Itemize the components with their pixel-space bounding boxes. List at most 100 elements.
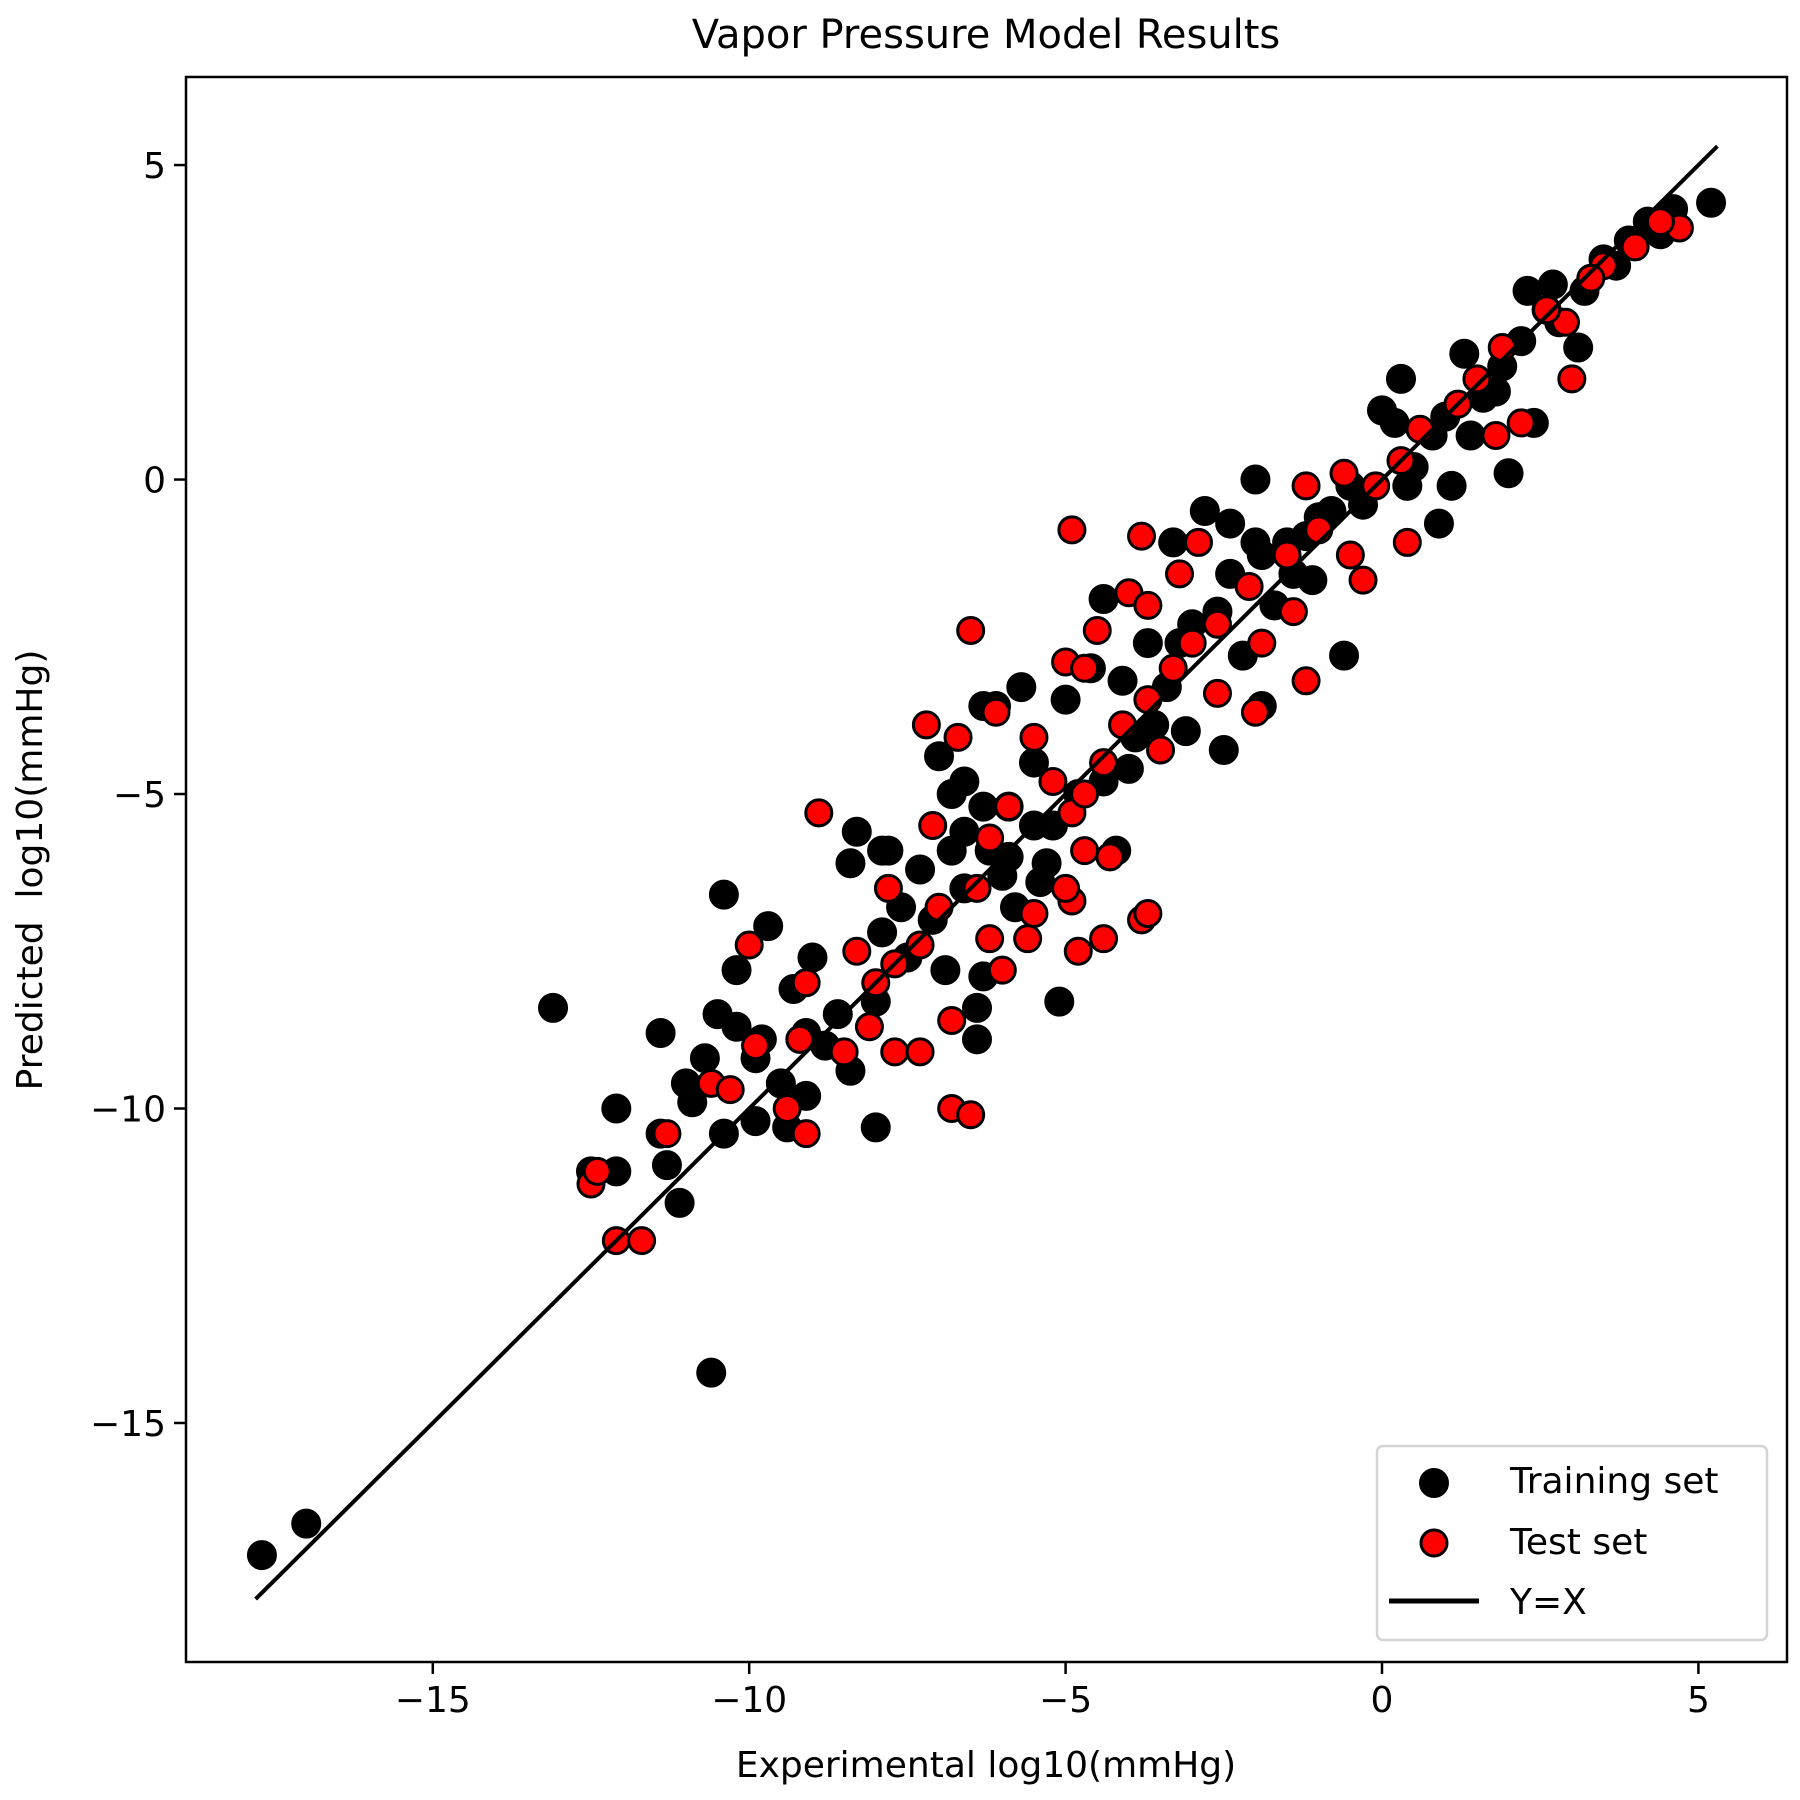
- test-set-point: [1133, 590, 1163, 620]
- test-set-point: [1620, 232, 1650, 262]
- training-set-point: [753, 911, 784, 942]
- test-set-point: [829, 1037, 859, 1067]
- test-set-point: [1272, 540, 1302, 570]
- test-set-point: [1506, 408, 1536, 438]
- legend-frame: [1375, 1444, 1769, 1642]
- training-set-point: [1006, 672, 1037, 703]
- test-set-point: [1247, 628, 1277, 658]
- test-set-point: [1304, 515, 1334, 545]
- training-set-point: [1240, 464, 1271, 495]
- x-axis: −15 −10 −5 0 5: [395, 1662, 1710, 1721]
- training-set-point: [1385, 363, 1416, 394]
- test-set-point: [1532, 295, 1562, 325]
- training-set-point: [1449, 338, 1480, 369]
- training-set-point: [1455, 420, 1486, 451]
- test-set-point: [1133, 685, 1163, 715]
- training-set-point: [1563, 332, 1594, 363]
- test-set-point: [1348, 565, 1378, 595]
- test-set-point: [956, 1100, 986, 1130]
- training-set-point: [930, 955, 961, 986]
- test-set-point: [975, 823, 1005, 853]
- test-set-point: [1202, 609, 1232, 639]
- training-set-point: [797, 942, 828, 973]
- training-set-point: [1113, 753, 1144, 784]
- test-set-point: [854, 1012, 884, 1042]
- test-set-point: [842, 936, 872, 966]
- training-set-point: [949, 766, 980, 797]
- y-axis: −15 −10 −5 0 5: [90, 146, 186, 1445]
- training-set-point: [601, 1093, 632, 1124]
- test-set-point: [918, 810, 948, 840]
- y-tick-label: −15: [90, 1404, 166, 1445]
- test-set-point: [1165, 559, 1195, 589]
- plot-area: [246, 144, 1727, 1601]
- training-set-point: [1436, 470, 1467, 501]
- x-tick-label: −15: [395, 1680, 471, 1721]
- test-set-point: [1038, 766, 1068, 796]
- x-tick-label: −5: [1039, 1680, 1092, 1721]
- training-set-point: [1379, 407, 1410, 438]
- test-set-point: [937, 1005, 967, 1035]
- training-set-point: [664, 1187, 695, 1218]
- y-axis-label: Predicted log10(mmHg): [10, 650, 51, 1091]
- test-set-point: [994, 792, 1024, 822]
- y-tick-label: 0: [143, 461, 166, 502]
- training-set-point: [1297, 565, 1328, 596]
- test-set-point: [1405, 414, 1435, 444]
- training-set-point: [962, 1024, 993, 1055]
- test-set-point: [1234, 571, 1264, 601]
- test-set-point: [1645, 207, 1675, 237]
- training-set-point: [835, 848, 866, 879]
- training-set-point: [246, 1540, 277, 1571]
- legend-training-marker: [1419, 1468, 1449, 1498]
- training-set-point: [1031, 848, 1062, 879]
- test-set-point: [1082, 615, 1112, 645]
- test-set-point: [1127, 521, 1157, 551]
- test-set-point: [1019, 722, 1049, 752]
- training-set-point: [1696, 187, 1727, 218]
- training-set-point: [645, 1018, 676, 1049]
- test-set-point: [1108, 710, 1138, 740]
- training-set-point: [1240, 527, 1271, 558]
- training-set-point: [689, 1043, 720, 1074]
- y-tick-label: 5: [143, 146, 166, 187]
- x-tick-label: 5: [1687, 1680, 1710, 1721]
- test-set-point: [1487, 332, 1517, 362]
- test-set-point: [1070, 836, 1100, 866]
- x-tick-label: −10: [711, 1680, 787, 1721]
- test-set-point: [772, 1094, 802, 1124]
- legend: Training set Test set Y=X: [1375, 1444, 1769, 1642]
- test-set-point: [924, 892, 954, 922]
- test-set-point: [956, 615, 986, 645]
- training-set-point: [1423, 508, 1454, 539]
- test-set-point: [791, 1119, 821, 1149]
- test-set-point: [1019, 899, 1049, 929]
- training-set-point: [860, 1112, 891, 1143]
- test-set-point: [943, 722, 973, 752]
- test-set-point: [873, 873, 903, 903]
- training-set-point: [993, 841, 1024, 872]
- test-set-point: [880, 1037, 910, 1067]
- training-set-point: [651, 1150, 682, 1181]
- training-set-point: [721, 955, 752, 986]
- x-axis-label: Experimental log10(mmHg): [736, 1745, 1236, 1786]
- training-set-point: [1189, 495, 1220, 526]
- training-set-point: [924, 741, 955, 772]
- training-set-point: [867, 835, 898, 866]
- test-set-point: [1177, 628, 1207, 658]
- training-set-point: [841, 816, 872, 847]
- test-set-point: [1335, 540, 1365, 570]
- test-set-point: [1183, 527, 1213, 557]
- test-set-point: [905, 930, 935, 960]
- training-set-point: [1537, 269, 1568, 300]
- test-set-point: [1240, 697, 1270, 727]
- training-set-point: [708, 879, 739, 910]
- test-set-point: [734, 930, 764, 960]
- training-set-point: [696, 1357, 727, 1388]
- training-set-point: [1208, 734, 1239, 765]
- test-set-point: [987, 955, 1017, 985]
- training-set-point: [1107, 665, 1138, 696]
- test-set-point: [1481, 421, 1511, 451]
- training-set-point: [1158, 527, 1189, 558]
